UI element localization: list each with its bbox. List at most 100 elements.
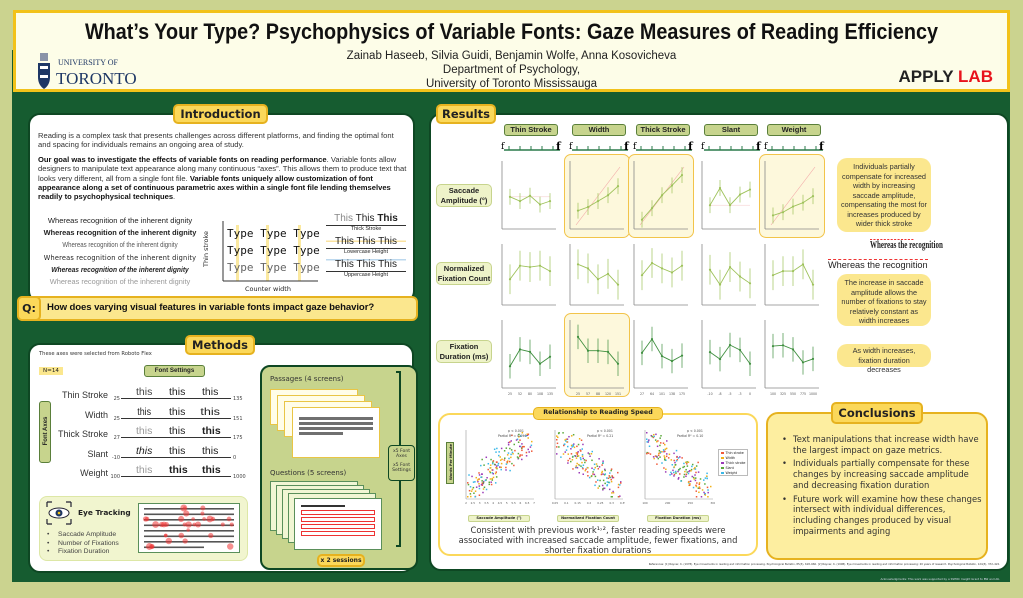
scatter-point [597, 479, 599, 481]
scatter-point [602, 488, 604, 490]
scatter-point [686, 461, 688, 463]
x-tick-label: 135 [547, 392, 553, 396]
scatter-point [560, 456, 562, 458]
scatter-point [492, 476, 495, 479]
scatter-point [483, 464, 485, 466]
chart-normalized-thick-stroke [633, 244, 688, 306]
x-tick-label: -5 [728, 392, 731, 396]
scatter-point [594, 475, 597, 478]
axis-arrow [121, 476, 231, 477]
scatter-point [687, 481, 690, 483]
scatter-point [485, 488, 488, 491]
scatter-point [564, 439, 566, 441]
text-line [144, 508, 234, 510]
scatter-point [617, 486, 620, 489]
scatter-point [663, 467, 665, 469]
data-point [606, 272, 610, 275]
scatter-point [612, 476, 615, 479]
scatter-point [490, 481, 492, 483]
scatter-point [656, 445, 659, 448]
this-word: This [355, 213, 375, 224]
chart-fixation-width: 25 57 88 120 151 [569, 320, 624, 396]
data-point [548, 200, 552, 203]
scatter-point [494, 482, 497, 484]
scatter-point [509, 447, 511, 450]
sample-word: this [137, 405, 152, 418]
scatter-point [581, 461, 583, 464]
scatter-point [491, 469, 494, 471]
scatter-point [652, 456, 655, 458]
data-point [738, 348, 742, 352]
text-line [144, 535, 234, 538]
scatter-point [653, 457, 655, 460]
font-settings-label: Font Settings [144, 365, 205, 377]
scatter-point [582, 473, 584, 475]
scatter-point [685, 468, 687, 471]
data-point [718, 358, 722, 361]
fixation-dot [164, 533, 168, 538]
scatter-point [521, 443, 523, 445]
scatter-point [590, 475, 593, 477]
y-axis-label-pill: Words Per Minute [446, 442, 454, 484]
x-tick-label: 2 [465, 501, 467, 505]
sample-word: this [169, 464, 188, 476]
scatter-point [698, 482, 701, 484]
highlight-box [564, 313, 630, 397]
scatter-point [612, 490, 614, 493]
scatter-point [673, 471, 675, 474]
conclusions-box: Text manipulations that increase width h… [766, 412, 988, 560]
column-header-weight: Weight [767, 124, 821, 136]
scatter-point [595, 481, 597, 483]
scatter-point [503, 459, 506, 461]
scatter-point [523, 445, 525, 448]
conclusions-list: Text manipulations that increase width h… [782, 434, 982, 536]
scatter-point [572, 445, 575, 447]
row-label-saccade: Saccade Amplitude (°) [436, 184, 492, 207]
chart-saccade-width [569, 161, 624, 230]
scatter-point [649, 453, 652, 455]
intro-paragraph-1: Reading is a complex task that presents … [38, 131, 394, 150]
sample-word: this [136, 425, 153, 437]
scatter-point [706, 477, 708, 480]
scatter-point [505, 466, 507, 469]
data-point [596, 278, 600, 281]
measure-item: Saccade Amplitude [47, 531, 119, 540]
scatter-point [704, 492, 706, 495]
scatter-point [695, 490, 698, 492]
chart-fixation-thin-stroke: 25 52 80 108 135 [501, 320, 556, 396]
scatter-point [521, 446, 523, 449]
scatter-point [478, 472, 480, 474]
scatter-point [699, 487, 701, 490]
scatter-point [511, 462, 513, 465]
data-point [708, 350, 712, 354]
column-header-slant: Slant [704, 124, 758, 136]
scatter-point [484, 479, 487, 482]
type-word: Type [260, 244, 287, 257]
scatter-point [603, 487, 606, 490]
x-tick-label: 0.2 [587, 501, 592, 505]
scatter-point [566, 438, 569, 440]
scatter-point [565, 449, 568, 451]
x-tick-label: 0 [749, 392, 751, 396]
type-word: Type [293, 244, 320, 257]
scatter-point [575, 465, 578, 467]
x-tick-label: 3.5 [484, 501, 489, 505]
methods-heading: Methods [185, 335, 255, 355]
chart-normalized-thin-stroke [501, 244, 556, 306]
scatter-point [579, 457, 582, 459]
scatter-point [589, 455, 591, 458]
sample-word: this [136, 444, 153, 457]
scatter-point [608, 481, 611, 484]
this-word: This [356, 236, 376, 247]
scatter-point [620, 481, 622, 483]
x-tick-label: 0.1 [564, 501, 569, 505]
axis-min: 100 [110, 474, 120, 480]
data-point [680, 173, 684, 177]
sample-condensed: Whereas recognition of the inherent dign… [62, 240, 178, 250]
scatter-point [663, 458, 666, 461]
scatter-point [657, 457, 660, 460]
scatter-point [587, 475, 589, 477]
scatter-point [569, 457, 571, 460]
scatter-point [659, 451, 662, 453]
data-point [660, 267, 664, 270]
